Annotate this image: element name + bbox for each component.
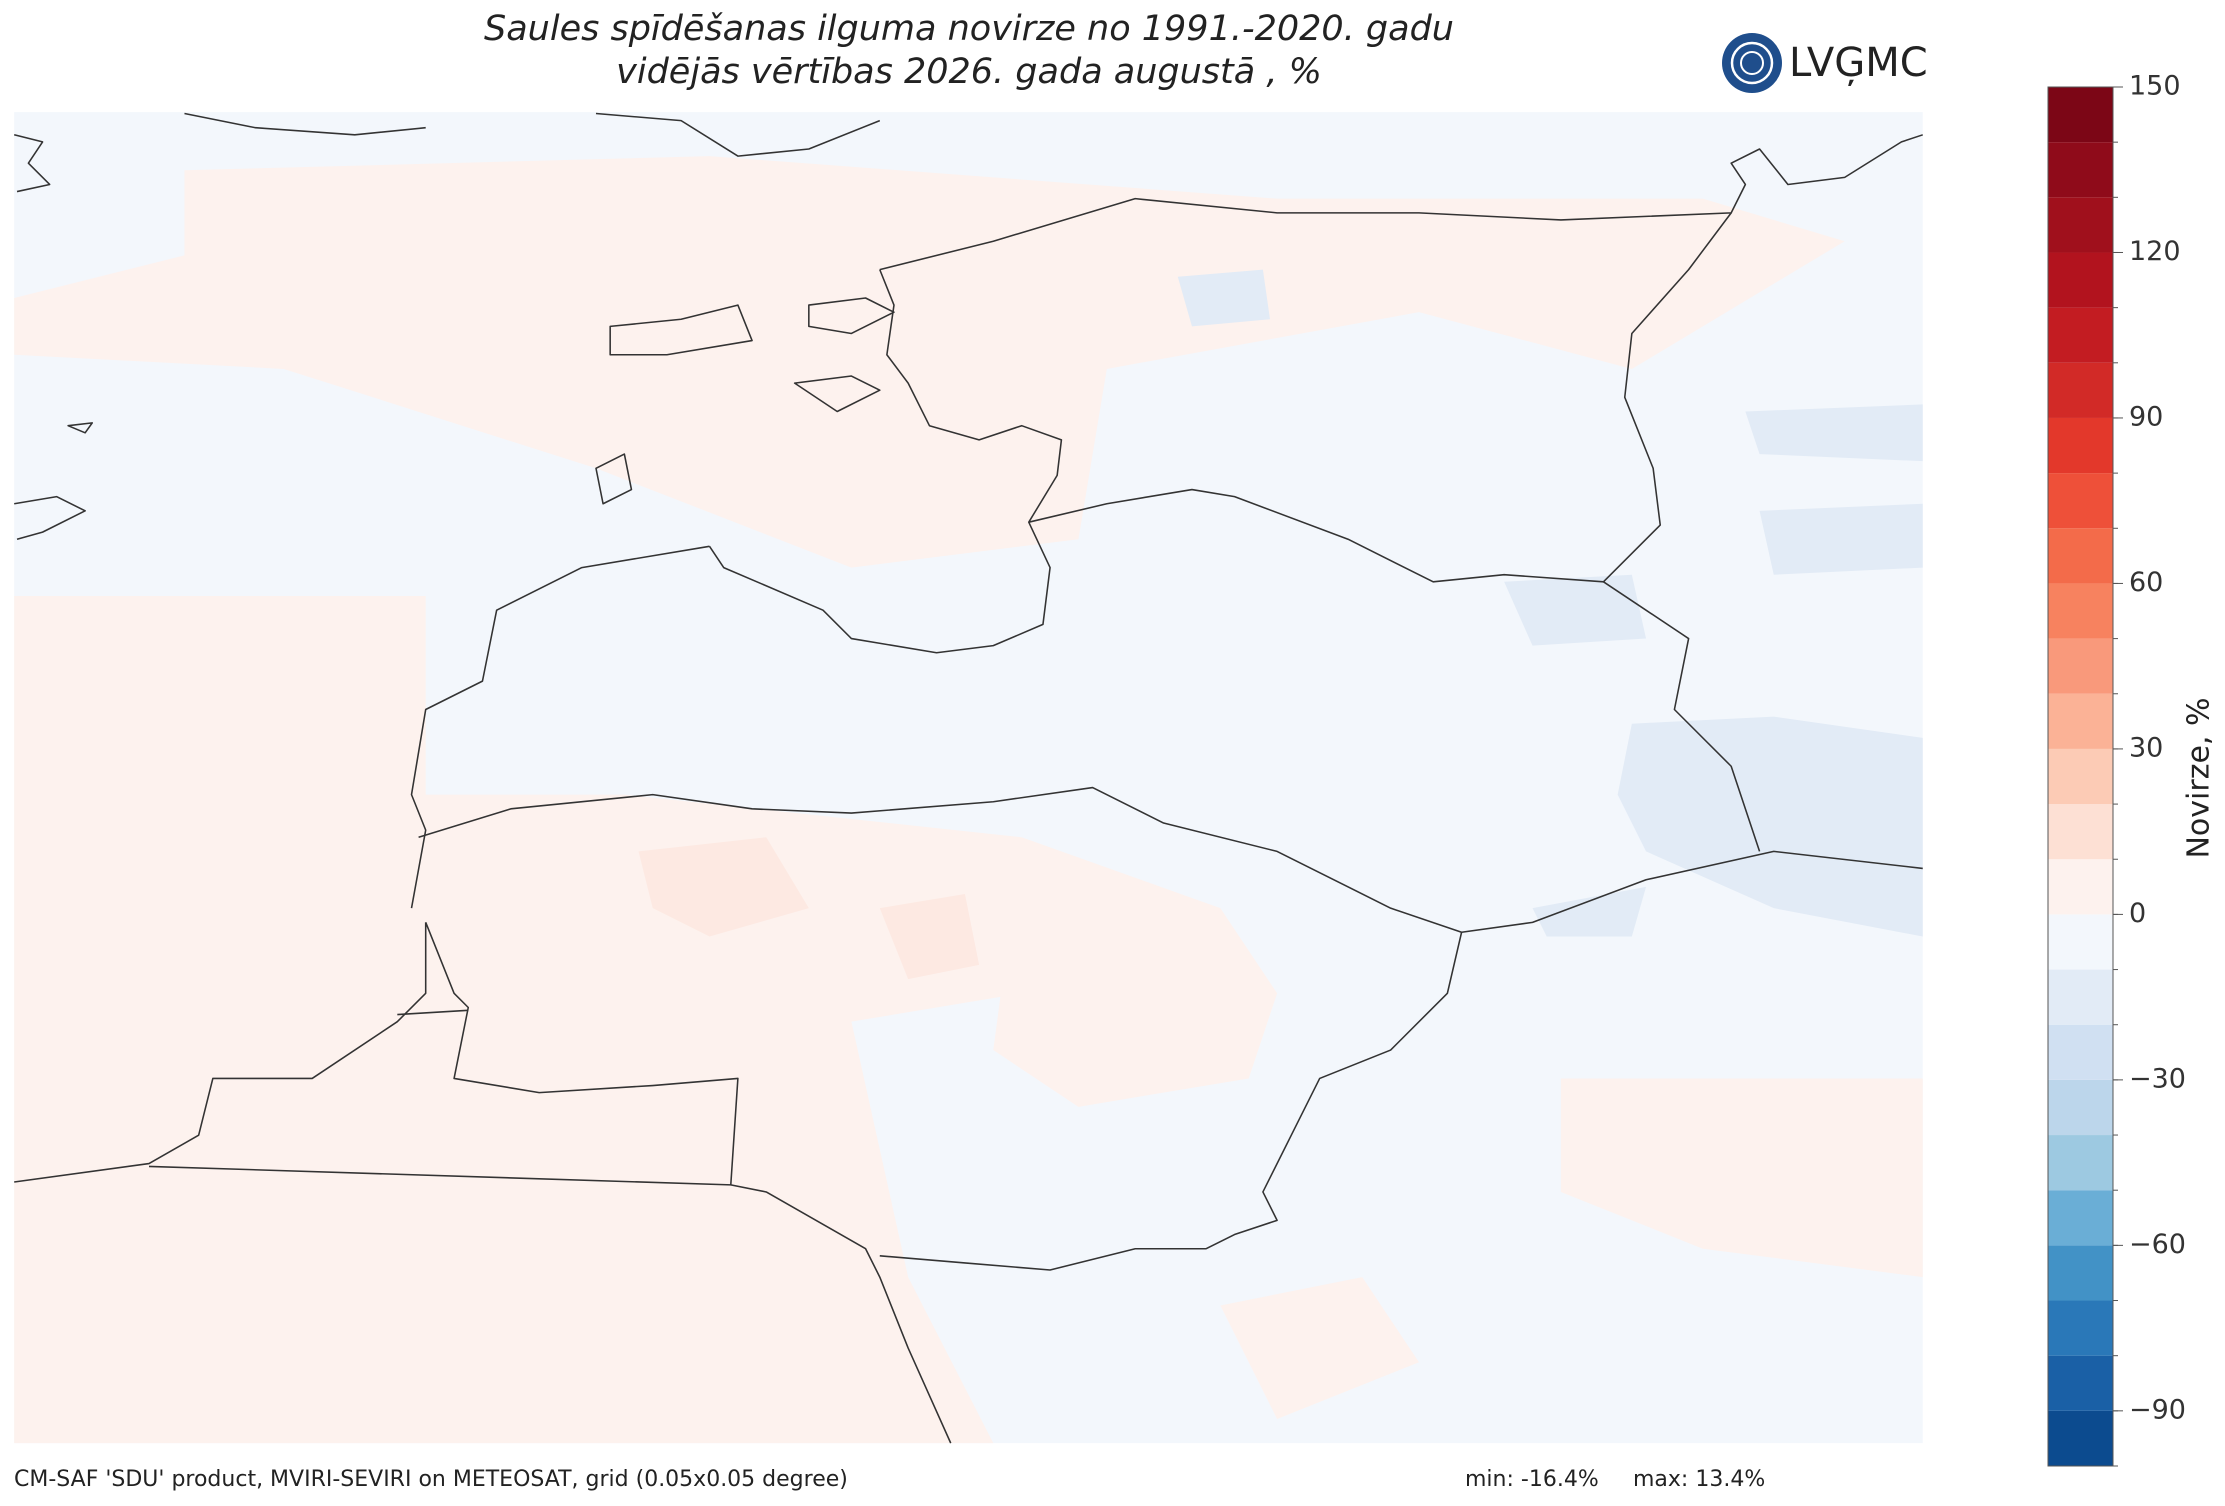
colorbar-segment	[2048, 748, 2113, 805]
colorbar-segment	[2048, 1300, 2113, 1356]
source-note: CM-SAF 'SDU' product, MVIRI-SEVIRI on ME…	[14, 1467, 848, 1492]
colorbar-tick-label: −30	[2129, 1063, 2186, 1094]
colorbar-segment	[2048, 142, 2113, 198]
colorbar-segment	[2048, 1024, 2113, 1080]
colorbar-segment	[2048, 969, 2113, 1025]
colorbar-segment	[2048, 859, 2113, 915]
max-note: max: 13.4%	[1633, 1467, 1765, 1492]
colorbar-segment	[2048, 583, 2113, 639]
colorbar-segment	[2048, 417, 2113, 474]
min-note: min: -16.4%	[1465, 1467, 1599, 1492]
colorbar-segment	[2048, 1079, 2113, 1136]
map	[14, 112, 1923, 1444]
colorbar-segment	[2048, 638, 2113, 694]
title-line: vidējās vērtības 2026. gada augustā , %	[616, 52, 1322, 92]
colorbar-segment	[2048, 197, 2113, 253]
colorbar-segment	[2048, 252, 2113, 308]
positive-patches	[638, 837, 980, 980]
colorbar-segment	[2048, 1245, 2113, 1301]
colorbar-segment	[2048, 1135, 2113, 1191]
title-line: Saules spīdēšanas ilguma novirze no 1991…	[484, 9, 1454, 49]
colorbar-segment	[2048, 362, 2113, 418]
colorbar-tick-label: 90	[2129, 401, 2163, 432]
colorbar-frame	[2047, 86, 2114, 1467]
negative-areas	[1177, 269, 1923, 937]
colorbar-segment	[2048, 307, 2113, 363]
colorbar-tick-label: 30	[2129, 732, 2163, 763]
colorbar-tick-label: −60	[2129, 1229, 2186, 1260]
colorbar-segment	[2048, 1190, 2113, 1246]
colorbar-segment	[2048, 1355, 2113, 1411]
colorbar-segment	[2048, 693, 2113, 749]
logo-text: LVĢMC	[1789, 40, 1928, 86]
colorbar-segment	[2048, 804, 2113, 860]
colorbar-label: Novirze, %	[2182, 697, 2217, 858]
coastlines	[14, 112, 1923, 1444]
colorbar-segment	[2048, 87, 2113, 143]
colorbar-tick-label: 0	[2129, 898, 2146, 929]
colorbar-segment	[2048, 1410, 2113, 1466]
logo: LVĢMC	[1722, 33, 1928, 93]
colorbar-segment	[2048, 473, 2113, 529]
colorbar-tick-label: 150	[2129, 71, 2181, 102]
colorbar-tick-label: 120	[2129, 236, 2181, 267]
colorbar-tick-label: −90	[2129, 1394, 2186, 1425]
colorbar-segment	[2048, 528, 2113, 584]
positive-areas	[14, 156, 1923, 1444]
colorbar: −90 −60 −30 0 30 60 90 120 150	[2047, 71, 2186, 1467]
colorbar-segment	[2048, 914, 2113, 970]
colorbar-tick-label: 60	[2129, 567, 2163, 598]
